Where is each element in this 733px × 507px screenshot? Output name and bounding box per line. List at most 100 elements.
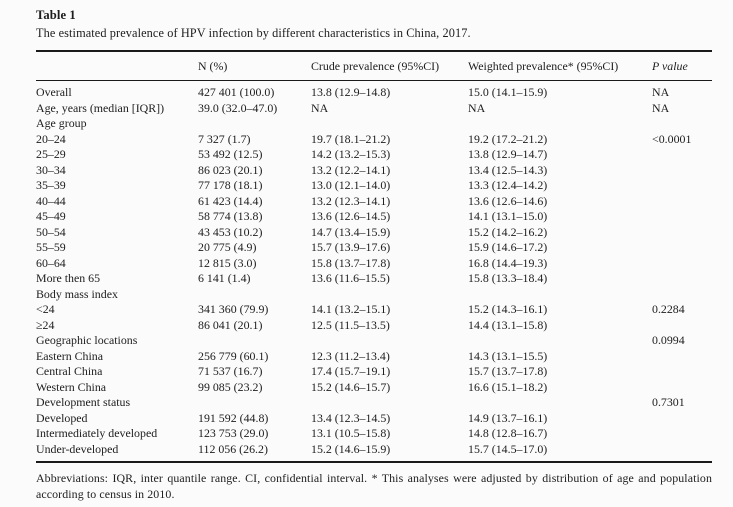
value-cell: 6 141 (1.4) bbox=[198, 271, 251, 285]
value-cell: 13.6 (12.6–14.5) bbox=[311, 209, 391, 223]
row-label-cell: Central China bbox=[36, 364, 103, 378]
value-cell: 112 056 (26.2) bbox=[198, 441, 268, 456]
row-label-cell: Age, years (median [IQR]) bbox=[36, 100, 165, 115]
value-cell: <0.0001 bbox=[652, 131, 692, 146]
value-cell: 19.7 (18.1–21.2) bbox=[311, 131, 391, 146]
table-row: 50–54 43 453 (10.2) 14.7 (13.4–15.9) 15.2 (… bbox=[36, 225, 712, 241]
value-cell bbox=[652, 116, 712, 132]
value-cell: 15.9 (14.6–17.2) bbox=[468, 240, 548, 254]
value-cell bbox=[652, 380, 712, 396]
value-cell: 15.2 (14.6–15.7) bbox=[311, 379, 391, 394]
value-cell: 13.6 (12.6–14.6) bbox=[468, 193, 548, 208]
value-cell bbox=[652, 147, 712, 163]
table-row: Development status 0.7301 bbox=[36, 395, 712, 411]
column-header-n-percent: N (%) bbox=[198, 51, 311, 81]
value-cell: 14.9 (13.7–16.1) bbox=[468, 410, 548, 425]
value-cell: NA bbox=[468, 100, 486, 115]
value-cell: 0.2284 bbox=[652, 302, 685, 316]
value-cell: 39.0 (32.0–47.0) bbox=[198, 100, 278, 115]
row-label-cell: 60–64 bbox=[36, 255, 66, 270]
value-cell: NA bbox=[652, 85, 670, 99]
row-label-cell: 25–29 bbox=[36, 147, 66, 161]
value-cell: 123 753 (29.0) bbox=[198, 426, 269, 440]
value-cell: 13.3 (12.4–14.2) bbox=[468, 178, 548, 192]
value-cell: 13.4 (12.5–14.3) bbox=[468, 162, 548, 177]
value-cell: 53 492 (12.5) bbox=[198, 147, 263, 161]
column-header-crude-prevalence: Crude prevalence (95%CI) bbox=[311, 51, 468, 81]
value-cell bbox=[652, 287, 712, 303]
table-row: Geographic locations 0.0994 bbox=[36, 333, 712, 349]
table-row: 55–59 20 775 (4.9) 15.7 (13.9–17.6) 15.9 (1… bbox=[36, 240, 712, 256]
value-cell: 16.6 (15.1–18.2) bbox=[468, 379, 548, 394]
row-label-cell: Under-developed bbox=[36, 441, 119, 456]
row-label-cell: 40–44 bbox=[36, 193, 66, 208]
value-cell: 15.2 (14.6–15.9) bbox=[311, 441, 391, 456]
row-label-cell: 55–59 bbox=[36, 240, 66, 254]
table-row: ≥24 86 041 (20.1) 12.5 (11.5–13.5) 14.4 (13… bbox=[36, 318, 712, 334]
value-cell: 12.5 (11.5–13.5) bbox=[311, 317, 390, 332]
value-cell bbox=[311, 287, 468, 303]
value-cell bbox=[652, 256, 712, 272]
value-cell: 256 779 (60.1) bbox=[198, 348, 269, 363]
value-cell bbox=[652, 318, 712, 334]
table-label: Table 1 bbox=[36, 8, 76, 22]
value-cell: 15.0 (14.1–15.9) bbox=[468, 85, 548, 99]
value-cell: 191 592 (44.8) bbox=[198, 410, 269, 425]
table-row: 25–29 53 492 (12.5) 14.2 (13.2–15.3) 13.8 (… bbox=[36, 147, 712, 163]
value-cell: 14.7 (13.4–15.9) bbox=[311, 224, 391, 239]
value-cell: 20 775 (4.9) bbox=[198, 240, 257, 254]
table-row: Body mass index bbox=[36, 287, 712, 303]
row-label-cell: 20–24 bbox=[36, 131, 66, 146]
value-cell bbox=[652, 225, 712, 241]
value-cell: 86 023 (20.1) bbox=[198, 162, 263, 177]
value-cell: 86 041 (20.1) bbox=[198, 317, 263, 332]
value-cell: 14.1 (13.2–15.1) bbox=[311, 302, 391, 316]
value-cell bbox=[198, 333, 311, 349]
table-row: Central China 71 537 (16.7) 17.4 (15.7–19.… bbox=[36, 364, 712, 380]
value-cell: 15.7 (13.7–17.8) bbox=[468, 364, 548, 378]
value-cell: 13.2 (12.2–14.1) bbox=[311, 162, 391, 177]
table-header: N (%) Crude prevalence (95%CI) Weighted … bbox=[36, 51, 712, 81]
header-row: N (%) Crude prevalence (95%CI) Weighted … bbox=[36, 51, 712, 81]
value-cell bbox=[652, 442, 712, 463]
value-cell bbox=[198, 395, 311, 411]
table-row: 20–24 7 327 (1.7) 19.7 (18.1–21.2) 19.2 (17… bbox=[36, 132, 712, 148]
table-body: Overall 427 401 (100.0) 13.8 (12.9–14.8) 15… bbox=[36, 81, 712, 463]
value-cell: 0.7301 bbox=[652, 395, 685, 409]
table-row: Developed 191 592 (44.8) 13.4 (12.3–14.5) 1… bbox=[36, 411, 712, 427]
table-row: <24 341 360 (79.9) 14.1 (13.2–15.1) 15.2 (1… bbox=[36, 302, 712, 318]
value-cell: 13.6 (11.6–15.5) bbox=[311, 271, 390, 285]
value-cell bbox=[468, 395, 652, 411]
prevalence-table: N (%) Crude prevalence (95%CI) Weighted … bbox=[36, 50, 712, 463]
value-cell bbox=[652, 364, 712, 380]
table-row: Intermediately developed 123 753 (29.0) 13… bbox=[36, 426, 712, 442]
table-row: Age group bbox=[36, 116, 712, 132]
column-header-characteristic bbox=[36, 51, 198, 81]
row-label-cell: Body mass index bbox=[36, 286, 118, 301]
row-label-cell: More then 65 bbox=[36, 271, 101, 285]
table-row: Under-developed 112 056 (26.2) 15.2 (14.6–… bbox=[36, 442, 712, 463]
value-cell: 14.4 (13.1–15.8) bbox=[468, 317, 548, 332]
table-row: Overall 427 401 (100.0) 13.8 (12.9–14.8) 15… bbox=[36, 81, 712, 101]
table-caption: The estimated prevalence of HPV infectio… bbox=[36, 26, 471, 40]
table-row: Western China 99 085 (23.2) 15.2 (14.6–15.… bbox=[36, 380, 712, 396]
value-cell: 61 423 (14.4) bbox=[198, 193, 263, 208]
value-cell bbox=[468, 287, 652, 303]
row-label-cell: Developed bbox=[36, 410, 88, 425]
row-label-cell: ≥24 bbox=[36, 317, 55, 332]
value-cell bbox=[652, 426, 712, 442]
row-label-cell: Western China bbox=[36, 379, 107, 394]
column-header-weighted-prevalence: Weighted prevalence* (95%CI) bbox=[468, 51, 652, 81]
value-cell: 12.3 (11.2–13.4) bbox=[311, 348, 390, 363]
value-cell bbox=[311, 333, 468, 349]
table-row: 45–49 58 774 (13.8) 13.6 (12.6–14.5) 14.1 (… bbox=[36, 209, 712, 225]
row-label-cell: Eastern China bbox=[36, 348, 104, 363]
value-cell: 13.2 (12.3–14.1) bbox=[311, 193, 391, 208]
table-row: Eastern China 256 779 (60.1) 12.3 (11.2–13… bbox=[36, 349, 712, 365]
value-cell: 43 453 (10.2) bbox=[198, 224, 263, 239]
value-cell: 13.1 (10.5–15.8) bbox=[311, 426, 391, 440]
value-cell: 99 085 (23.2) bbox=[198, 379, 263, 394]
value-cell: NA bbox=[652, 100, 670, 115]
value-cell bbox=[311, 395, 468, 411]
